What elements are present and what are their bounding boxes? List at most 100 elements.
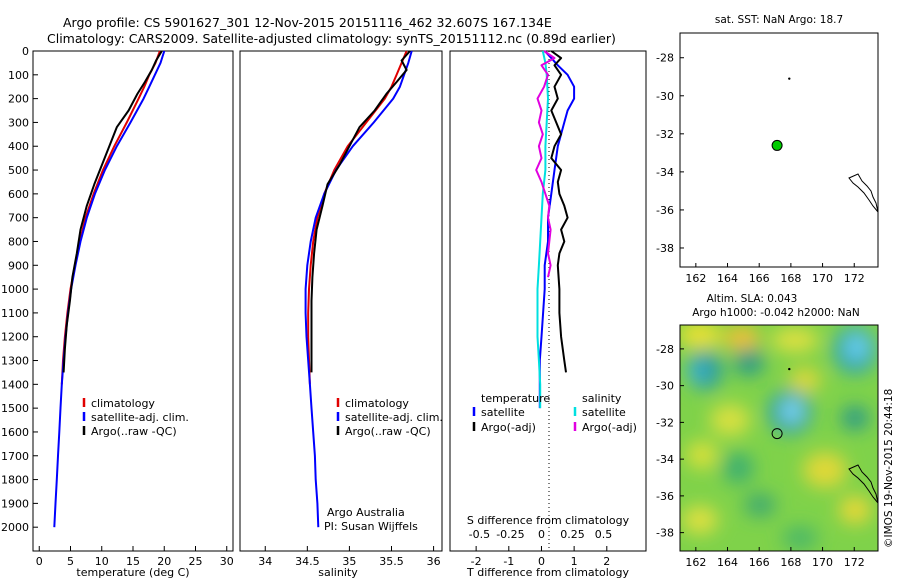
map-x-tick-label: 172 — [844, 272, 865, 285]
map-y-tick-label: -30 — [656, 380, 674, 393]
legend-label-t-argo: Argo(-adj) — [481, 421, 536, 434]
map-y-tick-label: -32 — [656, 416, 674, 429]
map-y-tick-label: -38 — [656, 527, 674, 540]
temperature-panel: 0100200300400500600700800900100011001200… — [1, 45, 455, 579]
map-x-tick-label: 162 — [685, 556, 706, 569]
argo-position-marker — [771, 428, 783, 440]
sst-map-points — [771, 77, 791, 151]
temperature-axes-frame — [32, 50, 234, 552]
map-y-tick-label: -34 — [656, 166, 674, 179]
depth-tick-label: 1700 — [1, 450, 29, 463]
legend-label-climatology: climatology — [91, 397, 155, 410]
map-x-tick-label: 166 — [749, 556, 770, 569]
map-x-tick-label: 168 — [780, 272, 801, 285]
map-y-tick-label: -38 — [656, 242, 674, 255]
map-x-tick-label: 172 — [844, 556, 865, 569]
series-line-argo-raw-qc- — [62, 50, 163, 373]
depth-tick-label: 1300 — [1, 355, 29, 368]
difference-axes-frame — [449, 50, 647, 552]
x-tick-label: 0 — [36, 555, 43, 568]
depth-tick-label: 200 — [8, 93, 29, 106]
series-line-argo-raw-qc- — [310, 50, 411, 373]
depth-tick-label: 100 — [8, 69, 29, 82]
depth-tick-label: 700 — [8, 212, 29, 225]
sla-map-frame — [679, 324, 879, 552]
credit-text: Argo Australia — [327, 506, 405, 519]
map-y-tick-label: -34 — [656, 453, 674, 466]
small-marker — [788, 367, 791, 371]
map-y-tick-label: -36 — [656, 490, 674, 503]
depth-tick-label: 400 — [8, 140, 29, 153]
x-tick-label: -1 — [503, 555, 514, 568]
depth-tick-label: 500 — [8, 164, 29, 177]
x-tick-label: 20 — [157, 555, 171, 568]
map-x-tick-label: 164 — [717, 272, 738, 285]
salinity-x-label: salinity — [318, 566, 358, 579]
legend-label-argo: Argo(..raw -QC) — [91, 425, 177, 438]
depth-tick-label: 1000 — [1, 283, 29, 296]
s-tick-label: 0.5 — [595, 528, 613, 541]
depth-tick-label: 900 — [8, 259, 29, 272]
legend-label-s-argo: Argo(-adj) — [582, 421, 637, 434]
difference-panel: -2 -1 0 1 2 -0.5 -0.25 0 0.25 0.5 temperature sal… — [449, 50, 647, 579]
legend-label-satellite: satellite-adj. clim. — [345, 411, 443, 424]
series-line-s-satellite — [536, 50, 549, 409]
difference-legend: temperature salinity satellite Argo(-adj… — [472, 392, 637, 434]
salinity-panel: 34 34.5 35 35.5 36 climatology satellite-adj… — [239, 50, 443, 579]
sla-title-line1: Altim. SLA: 0.043 — [707, 293, 798, 305]
map-y-tick-label: -28 — [656, 52, 674, 65]
legend-label-t-satellite: satellite — [481, 406, 525, 419]
depth-tick-label: 0 — [22, 45, 29, 58]
map-x-tick-label: 170 — [812, 556, 833, 569]
legend-title-salinity: salinity — [582, 392, 622, 405]
map-x-tick-label: 162 — [685, 272, 706, 285]
map-x-tick-label: 164 — [717, 556, 738, 569]
legend-title-temperature: temperature — [481, 392, 550, 405]
sst-map-ticks: 162 164 166 168 170 172 -28 -30 -32 -34 -36 -38 — [656, 52, 865, 285]
sla-map-points — [771, 367, 791, 440]
depth-tick-label: 1500 — [1, 402, 29, 415]
difference-lines — [535, 50, 576, 409]
sla-map-ticks: 162 164 166 168 170 172 -28 -30 -32 -34 -36 -38 — [656, 343, 865, 569]
s-tick-label: -0.25 — [496, 528, 524, 541]
x-tick-label: 35.5 — [379, 555, 404, 568]
map-y-tick-label: -28 — [656, 343, 674, 356]
coastline — [848, 173, 879, 213]
coastline — [848, 464, 879, 504]
salinity-lines — [304, 50, 413, 528]
x-tick-label: -2 — [471, 555, 482, 568]
depth-tick-label: 1800 — [1, 474, 29, 487]
t-difference-label: T difference from climatology — [466, 566, 629, 579]
map-y-tick-label: -36 — [656, 204, 674, 217]
series-line-satellite-adj-clim- — [304, 50, 413, 528]
salinity-x-ticks: 34 34.5 35 35.5 36 — [258, 546, 441, 568]
depth-tick-label: 300 — [8, 116, 29, 129]
legend-label-climatology: climatology — [345, 397, 409, 410]
x-tick-label: 5 — [67, 555, 74, 568]
sla-title-line2: Argo h1000: -0.042 h2000: NaN — [692, 307, 860, 319]
sst-map-title: sat. SST: NaN Argo: 18.7 — [715, 14, 843, 26]
depth-tick-label: 1400 — [1, 378, 29, 391]
depth-tick-label: 1900 — [1, 497, 29, 510]
sla-map-panel: Altim. SLA: 0.043 Argo h1000: -0.042 h20… — [656, 293, 879, 569]
difference-x-ticks: -2 -1 0 1 2 -0.5 -0.25 0 0.25 0.5 — [469, 528, 613, 568]
x-tick-label: 35 — [342, 555, 356, 568]
x-tick-label: 25 — [189, 555, 203, 568]
temperature-x-ticks: 0 5 10 15 20 25 30 — [36, 546, 234, 568]
depth-tick-label: 2000 — [1, 521, 29, 534]
header-title-line2: Climatology: CARS2009. Satellite-adjuste… — [47, 31, 616, 46]
legend-label-argo: Argo(..raw -QC) — [345, 425, 431, 438]
x-tick-label: 0 — [538, 555, 545, 568]
depth-tick-label: 1200 — [1, 331, 29, 344]
map-x-tick-label: 166 — [749, 272, 770, 285]
salinity-legend: climatology satellite-adj. clim. Argo(..… — [336, 397, 443, 438]
depth-tick-label: 1100 — [1, 307, 29, 320]
series-line-t-argo-adj- — [550, 50, 569, 373]
depth-tick-label: 600 — [8, 188, 29, 201]
legend-label-satellite: satellite-adj. clim. — [91, 411, 189, 424]
x-tick-label: 34 — [258, 555, 272, 568]
depth-tick-label: 800 — [8, 235, 29, 248]
s-tick-label: 0 — [538, 528, 545, 541]
x-tick-label: 15 — [126, 555, 140, 568]
